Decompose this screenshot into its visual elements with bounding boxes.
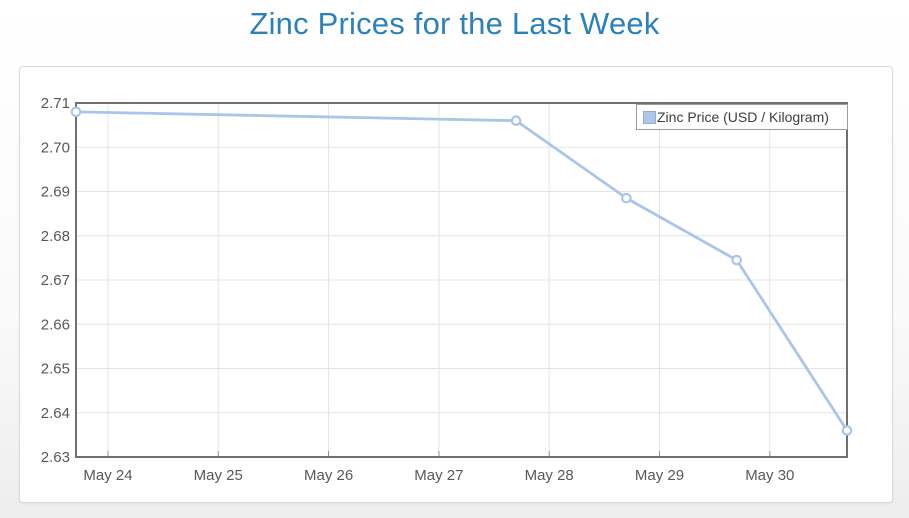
svg-text:2.65: 2.65 xyxy=(41,361,70,378)
data-point-marker xyxy=(731,254,742,266)
x-axis-labels: May 24 May 25 May 26 May 27 May 28 May 29 May … xyxy=(83,467,794,484)
svg-text:2.67: 2.67 xyxy=(41,272,70,289)
data-point-marker xyxy=(841,425,853,436)
data-point-marker xyxy=(510,115,522,126)
svg-text:2.68: 2.68 xyxy=(41,228,70,245)
svg-text:May 24: May 24 xyxy=(83,467,132,484)
svg-text:May 26: May 26 xyxy=(304,467,353,484)
svg-text:May 25: May 25 xyxy=(194,467,243,484)
svg-text:2.69: 2.69 xyxy=(41,184,70,201)
svg-text:2.66: 2.66 xyxy=(41,316,70,333)
svg-text:2.64: 2.64 xyxy=(41,405,70,422)
gridlines xyxy=(76,102,847,458)
svg-text:2.63: 2.63 xyxy=(41,449,70,466)
legend-swatch-icon xyxy=(643,110,656,124)
svg-text:May 29: May 29 xyxy=(635,467,684,484)
data-point-markers xyxy=(70,106,853,436)
legend-label: Zinc Price (USD / Kilogram) xyxy=(657,109,829,125)
zinc-price-series-line xyxy=(74,110,849,432)
chart-title: Zinc Prices for the Last Week xyxy=(249,6,660,41)
svg-text:2.71: 2.71 xyxy=(41,95,70,112)
plot-border xyxy=(75,102,848,458)
svg-text:May 28: May 28 xyxy=(525,467,574,484)
svg-text:May 30: May 30 xyxy=(745,467,794,484)
chart-panel: 2.71 2.70 2.69 2.68 2.67 2.66 2.65 2.64 2.63 May … xyxy=(19,66,893,503)
data-point-marker xyxy=(621,192,632,204)
y-axis-labels: 2.71 2.70 2.69 2.68 2.67 2.66 2.65 2.64 2.63 xyxy=(41,95,70,466)
svg-text:May 27: May 27 xyxy=(414,467,463,484)
data-point-marker xyxy=(70,106,82,118)
svg-text:2.70: 2.70 xyxy=(41,139,70,156)
zinc-price-line-chart: 2.71 2.70 2.69 2.68 2.67 2.66 2.65 2.64 2.63 May … xyxy=(41,95,853,484)
chart-legend: Zinc Price (USD / Kilogram) xyxy=(636,104,848,130)
